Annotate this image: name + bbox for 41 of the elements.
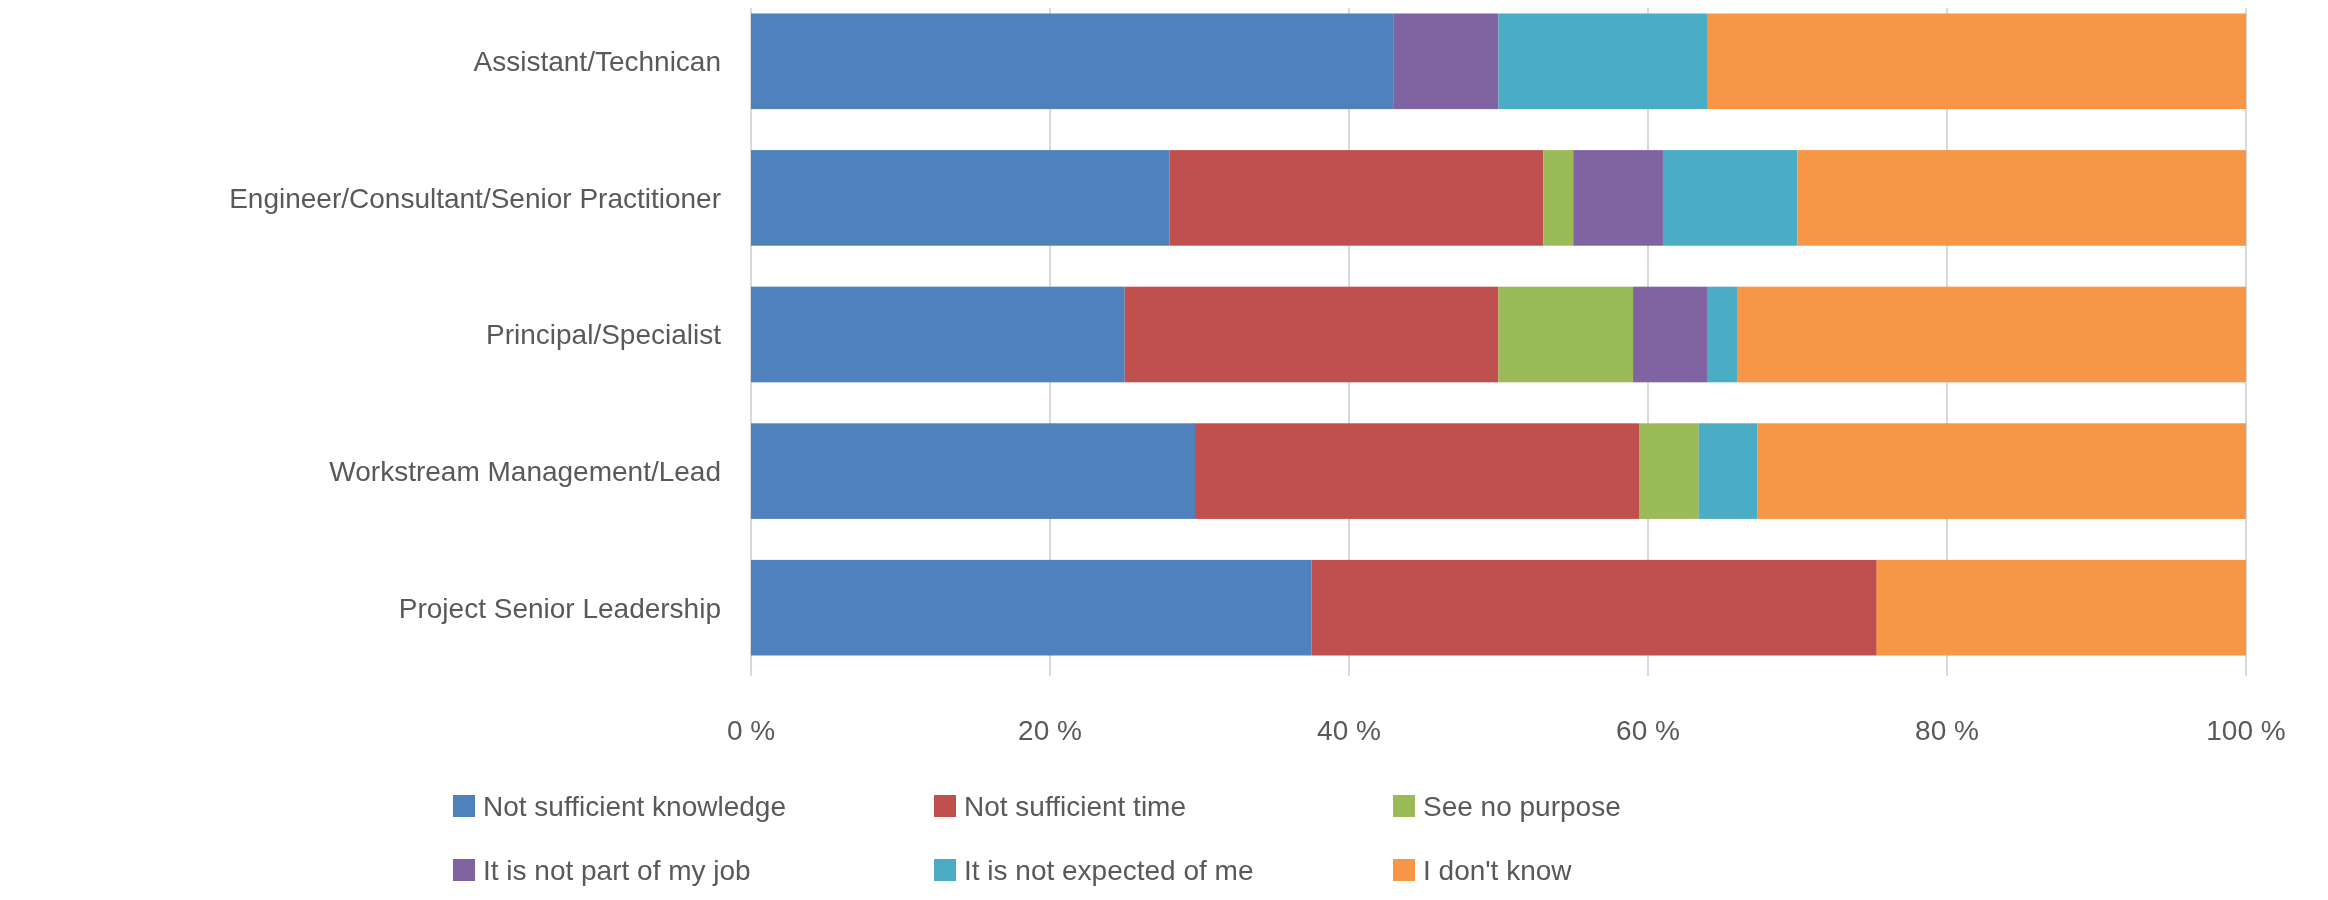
y-tick-label: Principal/Specialist (486, 319, 722, 351)
bar (751, 13, 1394, 110)
legend-label: Not sufficient knowledge (483, 790, 786, 822)
bar (1876, 559, 2246, 656)
x-tick-label: 20 % (1018, 715, 1082, 746)
bar (751, 559, 1312, 656)
y-tick-label: Workstream Management/Lead (329, 455, 721, 487)
bar (1311, 559, 1877, 656)
bar (1543, 150, 1574, 246)
x-tick-label: 100 % (2206, 715, 2286, 746)
bar (1195, 423, 1640, 519)
bar (1698, 423, 1758, 519)
bar (1662, 150, 1798, 246)
bar (751, 423, 1196, 519)
bar (1169, 150, 1544, 246)
x-tick-label: 60 % (1616, 715, 1680, 746)
x-tick-label: 80 % (1915, 715, 1979, 746)
bar (1737, 286, 2246, 383)
bar (1639, 423, 1699, 519)
legend-label: Not sufficient time (964, 790, 1187, 822)
bar (1797, 150, 2246, 246)
bar (1498, 286, 1634, 383)
y-tick-label: Engineer/Consultant/Senior Practitioner (229, 182, 721, 214)
legend-label: See no purpose (1423, 790, 1621, 822)
legend-label: It is not part of my job (483, 854, 751, 886)
bar (1124, 286, 1499, 383)
x-tick-label: 40 % (1317, 715, 1381, 746)
bar (1707, 286, 1738, 383)
legend-label: It is not expected of me (964, 854, 1254, 886)
bar (1633, 286, 1708, 383)
bar (1393, 13, 1499, 110)
y-tick-label: Project Senior Leadership (398, 592, 721, 624)
bar (1498, 13, 1708, 110)
bar (1573, 150, 1663, 246)
bar (751, 150, 1170, 246)
y-tick-label: Assistant/Technican (473, 46, 721, 78)
bar (751, 286, 1125, 383)
bar (1707, 13, 2246, 110)
legend-label: I don't know (1423, 854, 1573, 886)
bar (1757, 423, 2247, 519)
x-tick-label: 0 % (726, 715, 776, 746)
